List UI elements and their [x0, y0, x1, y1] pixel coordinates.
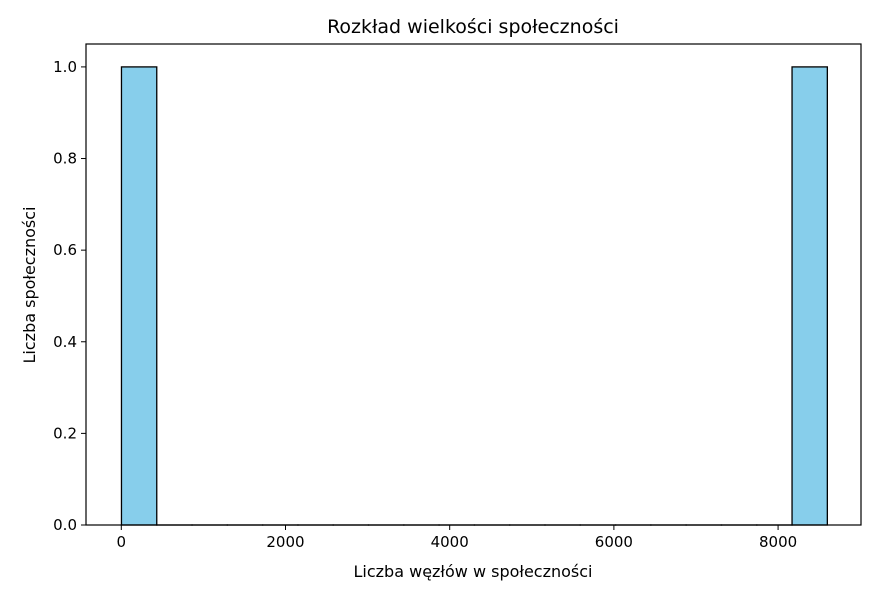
plot-frame	[85, 43, 862, 526]
x-tick-label: 0	[117, 533, 127, 551]
chart-title: Rozkład wielkości społeczności	[327, 16, 619, 38]
y-tick-label: 0.8	[53, 150, 77, 168]
x-axis-ticks: 0 2000 4000 6000 8000	[117, 525, 797, 551]
x-tick-label: 4000	[431, 533, 469, 551]
y-tick-label: 0.4	[53, 333, 77, 351]
x-tick-label: 6000	[595, 533, 633, 551]
y-tick-label: 0.0	[53, 516, 77, 534]
x-tick-label: 8000	[759, 533, 797, 551]
histogram-bar	[120, 66, 158, 526]
y-axis-label: Liczba społeczności	[20, 207, 39, 364]
y-tick-label: 0.6	[53, 241, 77, 259]
histogram-bar	[791, 66, 828, 526]
y-tick-label: 0.2	[53, 424, 77, 442]
y-axis-ticks: 0.0 0.2 0.4 0.6 0.8 1.0	[53, 58, 86, 534]
y-tick-label: 1.0	[53, 58, 77, 76]
x-tick-label: 2000	[266, 533, 304, 551]
x-axis-label: Liczba węzłów w społeczności	[354, 562, 593, 581]
